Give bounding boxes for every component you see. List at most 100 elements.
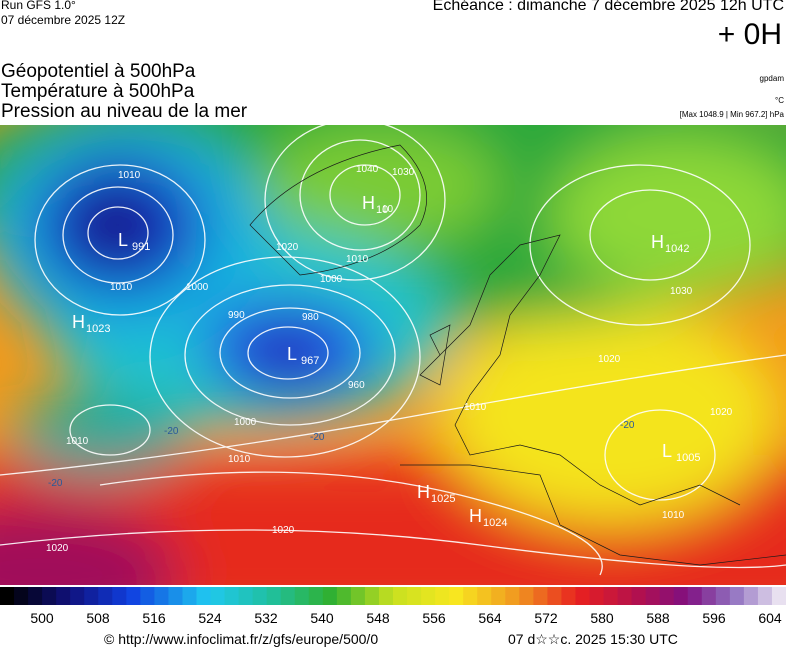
colorbar-swatch — [463, 587, 478, 605]
colorbar-swatch — [421, 587, 436, 605]
title: Pression au niveau de la mer — [1, 101, 248, 122]
colorbar-swatch — [112, 587, 127, 605]
colorbar-swatch — [449, 587, 464, 605]
temp-label: -20 — [164, 426, 179, 437]
colorbar-label: 524 — [198, 610, 222, 626]
colorbar-swatch — [14, 587, 29, 605]
pressure-value: 1005 — [676, 452, 700, 464]
colorbar-swatch — [308, 587, 324, 605]
unit: gpdam — [759, 74, 784, 83]
colorbar-swatch — [673, 587, 689, 605]
colorbar-swatch — [519, 587, 534, 605]
pressure-value: 1023 — [86, 323, 110, 335]
isobar-label: 1010 — [66, 436, 89, 447]
isobar-label: 1010 — [110, 282, 133, 293]
isobar-label: 1020 — [710, 407, 733, 418]
title: Température à 500hPa — [1, 81, 195, 102]
pressure-symbol: H — [469, 506, 482, 526]
colorbar-swatch — [126, 587, 141, 605]
colorbar-swatch — [631, 587, 647, 605]
colorbar-swatch — [575, 587, 590, 605]
isobar-label: 10 — [382, 204, 394, 215]
colorbar-swatch — [84, 587, 99, 605]
temp-label: -20 — [620, 420, 635, 431]
colorbar-swatch — [701, 587, 717, 605]
temp-label: -20 — [48, 478, 63, 489]
colorbar-swatch — [252, 587, 268, 605]
colorbar-label: 516 — [142, 610, 166, 626]
colorbar-swatch — [589, 587, 605, 605]
step: + 0H — [717, 18, 782, 51]
isobar-label: 1020 — [598, 354, 621, 365]
colorbar-swatch — [715, 587, 731, 605]
colorbar-swatch — [322, 587, 338, 605]
colorbar-swatch — [771, 587, 786, 605]
colorbar-swatch — [435, 587, 450, 605]
colorbar-label: 500 — [30, 610, 54, 626]
colorbar-swatch — [196, 587, 212, 605]
isobar-label: 1030 — [670, 286, 693, 297]
pressure-symbol: H — [72, 312, 85, 332]
pressure-symbol: H — [651, 232, 664, 252]
pressure-value: 967 — [301, 355, 319, 367]
pressure-value: 1024 — [483, 517, 507, 529]
title: Géopotentiel à 500hPa — [1, 61, 196, 82]
colorbar-swatch — [561, 587, 576, 605]
isobar-label: 1010 — [662, 510, 685, 521]
colorbar-label: 572 — [534, 610, 558, 626]
range: [Max 1048.9 | Min 967.2] hPa — [679, 110, 784, 119]
colorbar-label: 508 — [86, 610, 110, 626]
colorbar-label: 564 — [478, 610, 502, 626]
pressure-value: 991 — [132, 241, 150, 253]
temp-label: -20 — [310, 432, 325, 443]
colorbar-swatch — [224, 587, 240, 605]
isobar-label: 990 — [228, 310, 245, 321]
colorbar-swatch — [533, 587, 548, 605]
colorbar-swatch — [280, 587, 296, 605]
colorbar-label: 596 — [702, 610, 726, 626]
colorbar-swatch — [28, 587, 43, 605]
colorbar-swatch — [687, 587, 703, 605]
isobar-label: 1010 — [118, 170, 141, 181]
colorbar-label: 532 — [254, 610, 278, 626]
colorbar-label: 604 — [758, 610, 782, 626]
colorbar-label: 548 — [366, 610, 390, 626]
pressure-symbol: H — [417, 482, 430, 502]
colorbar-swatch — [393, 587, 408, 605]
colorbar-swatch — [98, 587, 113, 605]
isobar-label: 1040 — [356, 164, 379, 175]
colorbar-swatch — [645, 587, 661, 605]
pressure-value: 1042 — [665, 243, 689, 255]
colorbar-swatch — [56, 587, 71, 605]
colorbar-swatch — [70, 587, 85, 605]
colorbar-swatch — [350, 587, 366, 605]
colorbar-label: 540 — [310, 610, 334, 626]
colorbar-swatch — [42, 587, 57, 605]
isobar-label: 980 — [302, 312, 319, 323]
isobar-label: 1010 — [346, 254, 369, 265]
colorbar-swatch — [182, 587, 197, 605]
colorbar-label: 556 — [422, 610, 446, 626]
colorbar-label: 580 — [590, 610, 614, 626]
isobar-label: 1010 — [228, 454, 251, 465]
isobar-label: 1020 — [276, 242, 299, 253]
footer-url[interactable]: © http://www.infoclimat.fr/z/gfs/europe/… — [104, 631, 379, 647]
pressure-symbol: H — [362, 193, 375, 213]
colorbar-swatch — [603, 587, 619, 605]
isobar-label: 1020 — [272, 525, 295, 536]
colorbar-label: 588 — [646, 610, 670, 626]
run-label: Run GFS 1.0° — [1, 0, 76, 12]
colorbar-swatch — [729, 587, 745, 605]
colorbar-swatch — [659, 587, 675, 605]
pressure-symbol: L — [287, 344, 297, 364]
pressure-value: 1025 — [431, 493, 455, 505]
echeance: Echéance : dimanche 7 décembre 2025 12h … — [432, 0, 784, 14]
colorbar-swatch — [757, 587, 773, 605]
colorbar-swatch — [477, 587, 492, 605]
colorbar-swatch — [154, 587, 169, 605]
colorbar-swatch — [140, 587, 155, 605]
isobar-label: 960 — [348, 380, 365, 391]
isobar-label: 1000 — [186, 282, 209, 293]
